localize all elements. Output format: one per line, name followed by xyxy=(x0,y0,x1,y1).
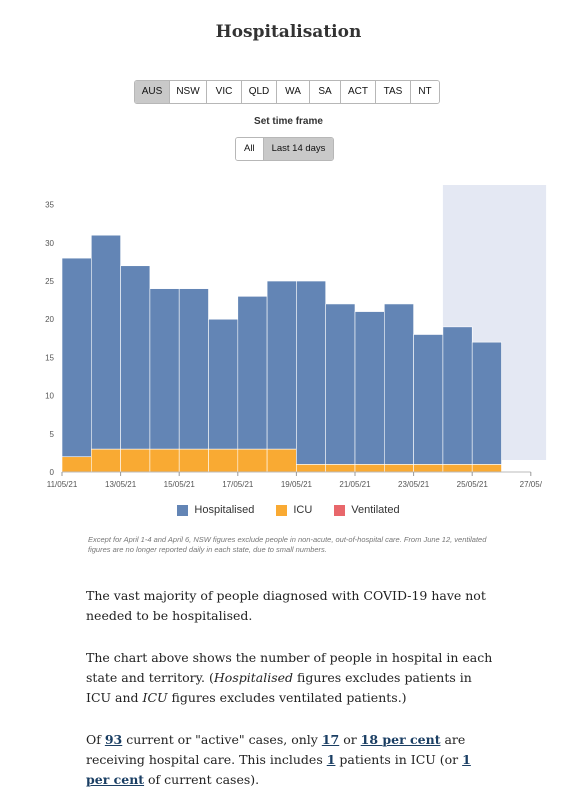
y-tick-label: 10 xyxy=(45,392,54,401)
legend-item-ventilated[interactable]: Ventilated xyxy=(334,504,400,516)
legend-label-ventilated: Ventilated xyxy=(351,504,400,516)
legend-label-icu: ICU xyxy=(293,504,313,516)
x-tick-label: 25/05/21 xyxy=(457,480,489,489)
p2-icu-term: ICU xyxy=(142,690,168,705)
bar-icu-18-05-21 xyxy=(266,448,297,473)
p2-text-e: figures excludes ventilated patients.) xyxy=(167,690,407,705)
bar-icu-24-05-21 xyxy=(442,464,473,473)
bar-icu-13-05-21 xyxy=(120,448,151,473)
x-tick-label: 13/05/21 xyxy=(105,480,137,489)
y-tick-label: 20 xyxy=(45,315,54,324)
p3-text-b: current or "active" cases, only xyxy=(122,732,322,747)
x-tick-label: 23/05/21 xyxy=(398,480,430,489)
timeframe-14-days-button[interactable]: Last 14 days xyxy=(263,138,334,160)
bar-icu-12-05-21 xyxy=(91,448,121,473)
bar-icu-22-05-21 xyxy=(383,464,414,473)
bar-icu-19-05-21 xyxy=(296,464,326,473)
x-tick-label: 17/05/21 xyxy=(222,480,254,489)
hospitalisation-chart: 0 5 10 15 20 25 30 35 11/05/21 13/05/21 15/05/21 17… xyxy=(45,185,547,489)
y-tick-label: 30 xyxy=(45,239,54,248)
p2-text-c: figures excludes patients in ICU and xyxy=(86,670,472,705)
bar-icu-14-05-21 xyxy=(149,448,180,473)
y-tick-label: 25 xyxy=(45,277,54,286)
state-button-nt[interactable]: NT xyxy=(411,81,439,103)
y-tick-label: 0 xyxy=(50,468,55,477)
paragraph-intro: The vast majority of people diagnosed wi… xyxy=(86,586,496,626)
y-tick-label: 5 xyxy=(50,430,55,439)
paragraph-statistics: Of 93 current or "active" cases, only 17… xyxy=(86,730,496,790)
state-selector: AUS NSW VIC QLD WA SA ACT TAS NT xyxy=(134,80,440,104)
legend-label-hospitalised: Hospitalised xyxy=(194,504,255,516)
bar-hospitalised-19-05-21 xyxy=(296,280,326,465)
bar-hospitalised-13-05-21 xyxy=(120,265,151,450)
p3-text-a: Of xyxy=(86,732,105,747)
bar-hospitalised-16-05-21 xyxy=(208,318,239,450)
bar-icu-21-05-21 xyxy=(354,464,385,473)
p2-text-a: The chart above shows the number of peop… xyxy=(86,650,493,685)
p3-text-f: of current cases). xyxy=(144,772,260,787)
bar-hospitalised-12-05-21 xyxy=(91,234,121,450)
x-tick-label: 27/05/ xyxy=(520,480,543,489)
x-tick-label: 21/05/21 xyxy=(339,480,371,489)
bar-hospitalised-15-05-21 xyxy=(178,288,209,450)
bar-hospitalised-20-05-21 xyxy=(325,303,356,465)
legend-swatch-hospitalised xyxy=(177,504,189,516)
chart-legend: Hospitalised ICU Ventilated xyxy=(0,504,577,516)
bar-icu-15-05-21 xyxy=(178,448,209,473)
icu-percent-link[interactable]: 1 per cent xyxy=(86,752,471,787)
p3-text-e: patients in ICU (or xyxy=(335,752,463,767)
x-tick-label: 15/05/21 xyxy=(164,480,196,489)
state-button-nsw[interactable]: NSW xyxy=(170,81,207,103)
y-tick-label: 35 xyxy=(45,201,54,210)
chart-footnote: Except for April 1-4 and April 6, NSW fi… xyxy=(88,535,487,554)
legend-swatch-ventilated xyxy=(334,504,346,516)
icu-cases-link[interactable]: 1 xyxy=(326,752,336,767)
paragraph-intro-text: The vast majority of people diagnosed wi… xyxy=(86,588,486,623)
bar-icu-16-05-21 xyxy=(208,448,239,473)
bar-hospitalised-25-05-21 xyxy=(471,341,502,465)
bar-hospitalised-11-05-21 xyxy=(61,257,92,458)
timeframe-label: Set time frame xyxy=(254,116,323,127)
bar-icu-17-05-21 xyxy=(237,448,268,473)
legend-swatch-icu xyxy=(276,504,288,516)
state-button-aus[interactable]: AUS xyxy=(135,81,170,103)
y-tick-label: 15 xyxy=(45,353,54,362)
legend-item-icu[interactable]: ICU xyxy=(276,504,312,516)
bar-icu-25-05-21 xyxy=(471,464,502,473)
bar-hospitalised-17-05-21 xyxy=(237,296,268,450)
state-button-act[interactable]: ACT xyxy=(341,81,376,103)
timeframe-selector: All Last 14 days xyxy=(235,137,335,161)
paragraph-chart-explanation: The chart above shows the number of peop… xyxy=(86,648,496,708)
bar-hospitalised-22-05-21 xyxy=(383,303,414,465)
x-tick-label: 19/05/21 xyxy=(281,480,313,489)
state-button-qld[interactable]: QLD xyxy=(242,81,277,103)
state-button-tas[interactable]: TAS xyxy=(376,81,411,103)
page-title: Hospitalisation xyxy=(215,22,362,42)
active-cases-link[interactable]: 93 xyxy=(104,732,123,747)
bar-icu-23-05-21 xyxy=(413,464,444,473)
p2-hospitalised-term: Hospitalised xyxy=(213,670,294,685)
bar-icu-11-05-21 xyxy=(61,456,92,473)
p3-text-c: or xyxy=(339,732,361,747)
state-button-wa[interactable]: WA xyxy=(277,81,310,103)
p3-text-d: are receiving hospital care. This includ… xyxy=(86,732,466,767)
bar-hospitalised-21-05-21 xyxy=(354,311,385,465)
legend-item-hospitalised[interactable]: Hospitalised xyxy=(177,504,254,516)
hospital-cases-link[interactable]: 17 xyxy=(321,732,340,747)
bar-hospitalised-23-05-21 xyxy=(413,334,444,465)
state-button-vic[interactable]: VIC xyxy=(207,81,242,103)
timeframe-all-button[interactable]: All xyxy=(236,138,264,160)
bar-hospitalised-14-05-21 xyxy=(149,288,180,450)
bar-hospitalised-24-05-21 xyxy=(442,326,473,465)
bar-hospitalised-18-05-21 xyxy=(266,280,297,450)
x-tick-label: 11/05/21 xyxy=(47,480,78,489)
bar-icu-20-05-21 xyxy=(325,464,356,473)
state-button-sa[interactable]: SA xyxy=(310,81,341,103)
hospital-percent-link[interactable]: 18 per cent xyxy=(360,732,441,747)
